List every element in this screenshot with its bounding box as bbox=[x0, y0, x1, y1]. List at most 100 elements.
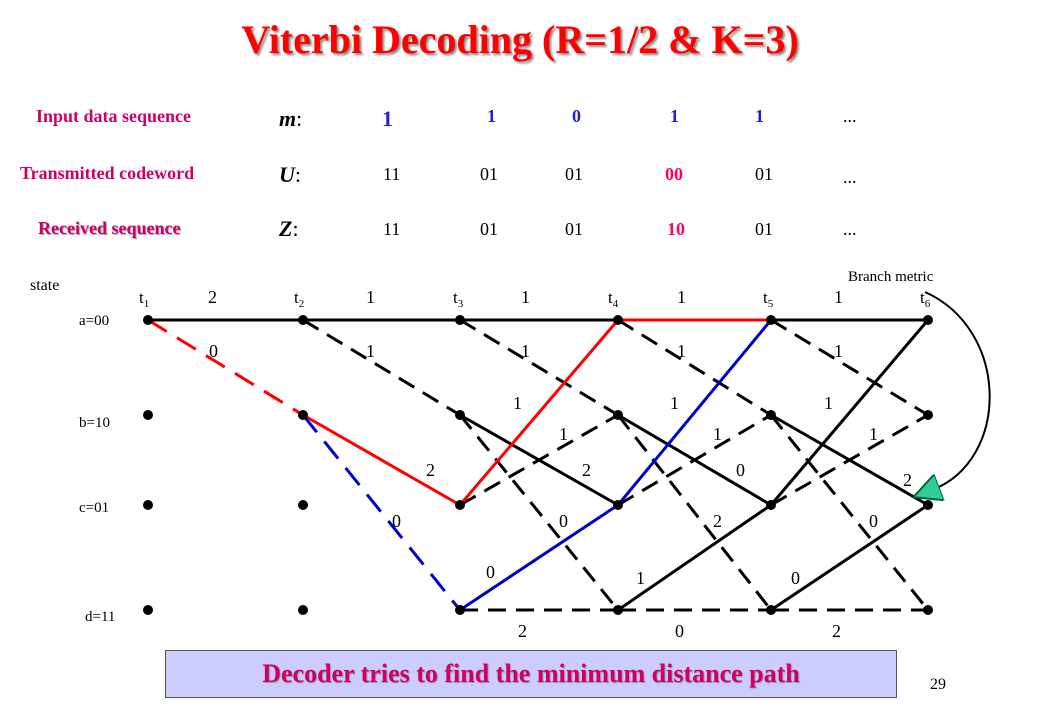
trellis-node bbox=[923, 500, 933, 510]
blue-path-edge bbox=[301, 414, 462, 611]
trellis-edge-dashed bbox=[459, 413, 619, 507]
received-symbol: 01 bbox=[480, 219, 498, 239]
input-row-label: Input data sequence bbox=[36, 106, 192, 126]
time-label-t3: t3 bbox=[453, 288, 464, 310]
trellis-edge bbox=[769, 319, 930, 506]
branch-metric: 1 bbox=[521, 287, 530, 307]
received-symbol: 10 bbox=[667, 219, 685, 239]
trellis-node bbox=[766, 500, 776, 510]
trellis-node bbox=[613, 315, 623, 325]
trellis-edge-dashed bbox=[769, 414, 930, 611]
time-label-t4: t4 bbox=[608, 288, 619, 310]
trellis-node bbox=[766, 605, 776, 615]
blue-path-edge bbox=[459, 503, 619, 612]
trellis-edge-dashed bbox=[459, 318, 619, 417]
received-row-label: Received sequence bbox=[38, 218, 181, 238]
trellis-edge-dashed bbox=[617, 413, 772, 507]
branch-metric: 2 bbox=[713, 511, 722, 531]
trellis-node bbox=[143, 500, 153, 510]
received-symbol: 01 bbox=[755, 219, 773, 239]
page-number: 29 bbox=[930, 676, 946, 693]
branch-metric: 0 bbox=[675, 621, 684, 641]
trellis-node bbox=[766, 410, 776, 420]
trellis-node bbox=[455, 410, 465, 420]
codeword-symbol: 11 bbox=[383, 164, 401, 184]
branch-metric: 0 bbox=[559, 511, 568, 531]
trellis-node bbox=[613, 605, 623, 615]
trellis-node bbox=[143, 315, 153, 325]
branch-metric-arrow bbox=[925, 291, 991, 490]
codeword-symbol: 01 bbox=[755, 164, 773, 184]
branch-metric: 2 bbox=[426, 460, 435, 480]
trellis-node bbox=[923, 410, 933, 420]
trellis-edge-dashed bbox=[616, 414, 773, 611]
branch-metric: 1 bbox=[366, 287, 375, 307]
trellis-node bbox=[298, 315, 308, 325]
trellis-edge-dashed bbox=[458, 414, 620, 611]
time-label-t6: t6 bbox=[920, 288, 931, 310]
trellis-node bbox=[923, 315, 933, 325]
branch-metric: 1 bbox=[513, 393, 522, 413]
summary-banner: Decoder tries to find the minimum distan… bbox=[165, 650, 897, 698]
branch-metric: 1 bbox=[677, 287, 686, 307]
input-bit: 1 bbox=[487, 106, 496, 126]
branch-metric: 1 bbox=[636, 568, 645, 588]
branch-metric: 2 bbox=[208, 287, 217, 307]
branch-metric: 1 bbox=[824, 393, 833, 413]
branch-metric: 1 bbox=[834, 341, 843, 361]
slide-title: Viterbi Decoding (R=1/2 & K=3) bbox=[241, 17, 799, 62]
input-bit: 1 bbox=[670, 106, 679, 126]
u-symbol: U: bbox=[279, 162, 302, 187]
branch-metric: 1 bbox=[670, 393, 679, 413]
input-bit: 1 bbox=[755, 106, 764, 126]
received-ellipsis: ... bbox=[843, 219, 857, 239]
trellis-edge bbox=[617, 503, 772, 612]
z-symbol: Z: bbox=[279, 216, 299, 241]
transmitted-row-label: Transmitted codeword bbox=[20, 163, 195, 183]
branch-metric: 1 bbox=[869, 424, 878, 444]
branch-metric-label: Branch metric bbox=[848, 269, 934, 285]
state-header: state bbox=[30, 277, 59, 294]
trellis-node bbox=[143, 605, 153, 615]
red-path-edge bbox=[302, 413, 461, 507]
branch-metric: 0 bbox=[209, 341, 218, 361]
red-path-edge bbox=[147, 318, 304, 417]
red-path-edge bbox=[458, 319, 620, 506]
trellis-node bbox=[298, 410, 308, 420]
blue-path-edge bbox=[616, 319, 773, 506]
input-bit: 0 bbox=[572, 106, 581, 126]
trellis-node bbox=[455, 605, 465, 615]
time-label-t1: t1 bbox=[139, 288, 149, 310]
m-symbol: m: bbox=[279, 106, 303, 131]
branch-metric: 0 bbox=[486, 562, 495, 582]
trellis-edge bbox=[770, 503, 929, 612]
trellis-node bbox=[613, 500, 623, 510]
trellis-node bbox=[298, 605, 308, 615]
codeword-ellipsis: ... bbox=[843, 167, 857, 187]
trellis-node bbox=[143, 410, 153, 420]
input-ellipsis: ... bbox=[843, 106, 857, 126]
trellis-node bbox=[923, 605, 933, 615]
trellis-node bbox=[298, 500, 308, 510]
branch-metric: 2 bbox=[582, 460, 591, 480]
branch-metric: 1 bbox=[677, 341, 686, 361]
branch-metric: 1 bbox=[559, 424, 568, 444]
branch-metric: 2 bbox=[518, 621, 527, 641]
time-label-t5: t5 bbox=[763, 288, 774, 310]
summary-banner-text: Decoder tries to find the minimum distan… bbox=[262, 659, 800, 688]
trellis-edge-dashed bbox=[302, 318, 461, 417]
trellis-node bbox=[613, 410, 623, 420]
codeword-symbol: 01 bbox=[480, 164, 498, 184]
trellis-node bbox=[455, 315, 465, 325]
branch-metric: 0 bbox=[736, 460, 745, 480]
input-bit: 1 bbox=[382, 106, 393, 131]
state-label-a: a=00 bbox=[79, 313, 109, 329]
trellis-node bbox=[766, 315, 776, 325]
branch-metric: 0 bbox=[869, 511, 878, 531]
branch-metric: 1 bbox=[834, 287, 843, 307]
trellis-edge-dashed bbox=[617, 318, 772, 417]
branch-metric: 2 bbox=[832, 621, 841, 641]
state-label-c: c=01 bbox=[79, 500, 109, 516]
branch-metric: 1 bbox=[521, 341, 530, 361]
